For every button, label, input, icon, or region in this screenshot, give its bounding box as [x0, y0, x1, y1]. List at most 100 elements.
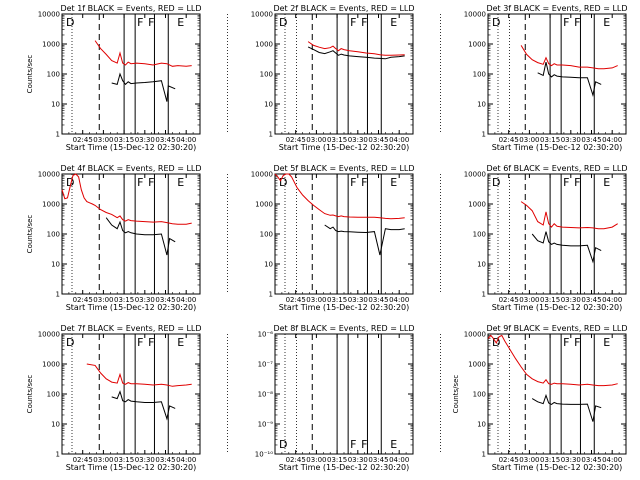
- y-tick-label: 1: [269, 291, 273, 299]
- y-tick-label: 10: [477, 101, 486, 109]
- x-tick-label: 03:30: [348, 296, 368, 304]
- event-marker-f: F: [563, 336, 569, 349]
- x-axis-label: Start Time (15-Dec-12 02:30:20): [492, 143, 623, 152]
- x-tick-label: 03:45: [581, 456, 601, 464]
- y-tick-label: 1: [56, 131, 60, 139]
- x-axis-label: Start Time (15-Dec-12 02:30:20): [66, 143, 197, 152]
- x-tick-label: 04:00: [389, 296, 409, 304]
- y-tick-label: 100: [47, 71, 60, 79]
- detector-panel-3: Det 3f BLACK = Events, RED = LLD 1 10 100 10…: [464, 4, 628, 152]
- x-tick-label: 03:00: [306, 456, 326, 464]
- x-tick-label: 04:00: [602, 136, 622, 144]
- series-events-line: [307, 46, 405, 60]
- series-lld-line: [520, 45, 618, 70]
- x-tick-label: 04:00: [389, 456, 409, 464]
- x-axis-label: Start Time (15-Dec-12 02:30:20): [492, 303, 623, 312]
- detector-panel-1: Det 1f BLACK = Events, RED = LLD11010010…: [26, 4, 298, 152]
- event-marker-f: F: [574, 336, 580, 349]
- y-tick-label: 100: [260, 231, 273, 239]
- event-marker-d: D: [66, 336, 74, 349]
- y-tick-label: 100: [473, 391, 486, 399]
- x-tick-label: 03:00: [93, 296, 113, 304]
- event-marker-d: D: [492, 16, 500, 29]
- x-tick-label: 03:15: [540, 456, 560, 464]
- x-tick-label: 02:45: [499, 456, 519, 464]
- series-lld-line: [307, 41, 405, 56]
- series-lld-line: [274, 173, 405, 220]
- y-tick-label: 1000: [42, 361, 60, 369]
- series-events-line: [531, 231, 602, 264]
- event-marker-e: E: [390, 176, 397, 189]
- x-tick-label: 03:00: [519, 136, 539, 144]
- y-axis-label: Counts/sec: [452, 375, 460, 414]
- x-axis-label: Start Time (15-Dec-12 02:30:20): [279, 303, 410, 312]
- detector-panel-4: Det 4f BLACK = Events, RED = LLD11010010…: [26, 164, 298, 312]
- x-tick-label: 02:45: [286, 296, 306, 304]
- x-tick-label: 03:00: [519, 456, 539, 464]
- event-marker-f: F: [563, 176, 569, 189]
- x-tick-label: 03:00: [306, 296, 326, 304]
- x-axis-label: Start Time (15-Dec-12 02:30:20): [66, 463, 197, 472]
- event-marker-f: F: [350, 438, 356, 451]
- y-tick-label: 10⁻⁹: [258, 421, 274, 429]
- y-tick-label: 10000: [38, 331, 60, 339]
- y-tick-label: 100: [473, 231, 486, 239]
- panel-title: Det 2f BLACK = Events, RED = LLD: [273, 4, 414, 13]
- y-tick-label: 1000: [468, 201, 486, 209]
- x-tick-label: 03:45: [368, 456, 388, 464]
- series-lld-line: [94, 40, 192, 67]
- x-tick-label: 03:00: [519, 296, 539, 304]
- x-tick-label: 03:30: [561, 136, 581, 144]
- x-tick-label: 03:15: [114, 456, 134, 464]
- event-marker-e: E: [603, 176, 610, 189]
- event-marker-f: F: [350, 16, 356, 29]
- x-tick-label: 04:00: [602, 296, 622, 304]
- plot-frame: [274, 173, 414, 295]
- x-tick-label: 04:00: [389, 136, 409, 144]
- detector-panel-5: Det 5f BLACK = Events, RED = LLD11010010…: [251, 164, 511, 312]
- y-tick-label: 10⁻⁷: [258, 361, 274, 369]
- event-marker-f: F: [148, 16, 154, 29]
- y-axis-label: Counts/sec: [26, 55, 34, 94]
- x-tick-label: 02:45: [73, 136, 93, 144]
- y-tick-label: 1000: [255, 201, 273, 209]
- series-events-line: [537, 61, 602, 97]
- detector-panel-8: Det 8f BLACK = Events, RED = LLD 10⁻¹⁰ 10⁻…: [255, 324, 511, 472]
- event-marker-e: E: [603, 16, 610, 29]
- y-tick-label: 100: [47, 391, 60, 399]
- y-tick-label: 1: [482, 131, 486, 139]
- panel-title: Det 5f BLACK = Events, RED = LLD: [273, 164, 414, 173]
- event-marker-e: E: [603, 336, 610, 349]
- y-tick-label: 1: [482, 451, 486, 459]
- y-axis-label: Counts/sec: [26, 375, 34, 414]
- x-tick-label: 03:30: [135, 456, 155, 464]
- event-marker-f: F: [137, 176, 143, 189]
- x-tick-label: 02:45: [286, 456, 306, 464]
- series-lld-line: [520, 201, 618, 230]
- panel-title: Det 6f BLACK = Events, RED = LLD: [486, 164, 627, 173]
- x-tick-label: 03:15: [540, 136, 560, 144]
- x-tick-label: 03:30: [561, 456, 581, 464]
- x-tick-label: 03:00: [306, 136, 326, 144]
- x-tick-label: 03:00: [93, 456, 113, 464]
- series-events-line: [531, 393, 602, 422]
- y-tick-label: 10000: [38, 171, 60, 179]
- x-tick-label: 03:00: [93, 136, 113, 144]
- event-marker-f: F: [574, 176, 580, 189]
- x-tick-label: 03:15: [327, 456, 347, 464]
- x-tick-label: 02:45: [286, 136, 306, 144]
- y-tick-label: 1000: [255, 41, 273, 49]
- event-marker-e: E: [177, 176, 184, 189]
- x-tick-label: 03:30: [348, 136, 368, 144]
- detector-panel-7: Det 7f BLACK = Events, RED = LLD 1 10 100 10…: [26, 324, 298, 472]
- y-tick-label: 1000: [42, 201, 60, 209]
- panel-title: Det 4f BLACK = Events, RED = LLD: [60, 164, 201, 173]
- y-tick-label: 10000: [38, 11, 60, 19]
- x-tick-label: 03:15: [540, 296, 560, 304]
- detector-panel-9: Det 9f BLACK = Events, RED = LLD 1 10 100 10…: [452, 324, 628, 472]
- x-tick-label: 02:45: [73, 296, 93, 304]
- plot-frame: [61, 13, 201, 135]
- panel-title: Det 8f BLACK = Events, RED = LLD: [273, 324, 414, 333]
- y-tick-label: 1000: [468, 41, 486, 49]
